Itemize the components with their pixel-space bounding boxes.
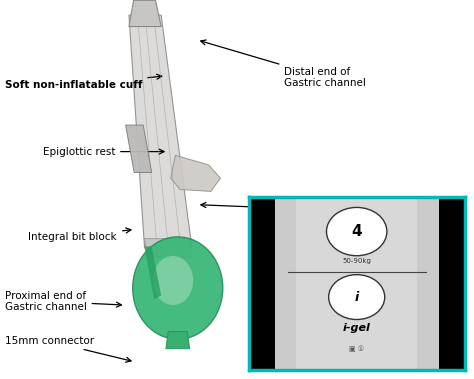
Text: Buccal cavity stabiliser: Buccal cavity stabiliser [201,202,398,215]
Polygon shape [171,155,220,191]
Polygon shape [129,15,192,248]
Text: Distal end of
Gastric channel: Distal end of Gastric channel [201,40,366,88]
Polygon shape [275,197,296,370]
Circle shape [327,207,387,256]
Text: Soft non-inflatable cuff: Soft non-inflatable cuff [5,74,162,90]
Text: Proximal end of
Gastric channel: Proximal end of Gastric channel [5,291,121,312]
Polygon shape [145,246,161,299]
Text: 4: 4 [351,224,362,239]
Ellipse shape [133,237,223,339]
Text: i: i [355,291,359,304]
Text: i-gel: i-gel [343,323,371,333]
Text: 50-90kg: 50-90kg [342,258,371,264]
Text: ▣ ①: ▣ ① [349,346,364,352]
Ellipse shape [153,256,193,305]
Circle shape [328,275,385,319]
Text: Epiglottic rest: Epiglottic rest [43,147,164,157]
Polygon shape [417,197,438,370]
Text: Integral bit block: Integral bit block [28,228,131,242]
Polygon shape [129,0,161,27]
Polygon shape [145,239,192,258]
Text: 15mm connector: 15mm connector [5,336,131,362]
Polygon shape [126,125,152,172]
Polygon shape [275,197,438,370]
Polygon shape [166,332,190,349]
